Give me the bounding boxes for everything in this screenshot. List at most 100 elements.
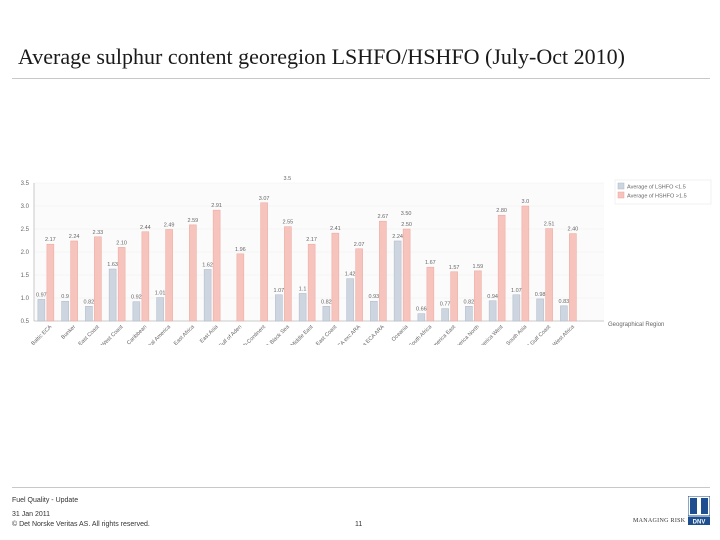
bar-hshfo bbox=[569, 233, 577, 322]
chart-legend: Average of LSHFO <1.5 Average of HSHFO >1… bbox=[614, 179, 712, 205]
value-label-lshfo: 0.94 bbox=[487, 294, 498, 300]
slide-title: Average sulphur content georegion LSHFO/… bbox=[18, 44, 625, 69]
y-tick-label: 2.0 bbox=[21, 250, 30, 256]
y-tick-label: 1.0 bbox=[21, 296, 30, 302]
value-label-hshfo: 2.91 bbox=[211, 203, 222, 209]
footer-date: 31 Jan 2011 bbox=[12, 511, 51, 518]
bar-chart: 0.5 1.0 1.5 2.0 2.5 3.0 3.5 0.97 2.17 0.9 2.24 0.8… bbox=[21, 176, 712, 345]
value-label-lshfo: 0.97 bbox=[36, 292, 47, 298]
dnv-logo: DNV bbox=[688, 496, 710, 526]
bar-lshfo bbox=[108, 268, 117, 322]
bar-lshfo bbox=[370, 300, 378, 322]
y-tick-label: 3.0 bbox=[21, 204, 30, 210]
bar-hshfo bbox=[189, 224, 197, 322]
category-label: West Africa bbox=[552, 324, 577, 345]
chart-bars bbox=[37, 202, 577, 322]
value-label-lshfo: 2.24 bbox=[392, 234, 403, 240]
chart-gridlines bbox=[34, 182, 604, 322]
category-label: Baltic ECA bbox=[30, 324, 53, 345]
bar-lshfo bbox=[322, 306, 331, 322]
category-label: Oceania bbox=[391, 324, 410, 343]
value-label-hshfo: 1.59 bbox=[473, 264, 484, 270]
legend-swatch-lshfo bbox=[617, 182, 625, 190]
bar-hshfo bbox=[165, 229, 173, 322]
bar-hshfo bbox=[212, 209, 221, 322]
y-tick-label: 0.5 bbox=[21, 319, 30, 325]
y-tick-label: 2.5 bbox=[21, 227, 30, 233]
bar-hshfo bbox=[497, 214, 506, 322]
bar-hshfo bbox=[402, 228, 411, 322]
value-label-hshfo: 2.67 bbox=[378, 214, 389, 220]
category-label: Caribbean bbox=[126, 324, 148, 345]
bar-hshfo bbox=[94, 236, 102, 322]
value-label-lshfo: 1.63 bbox=[107, 262, 118, 268]
footer-copyright: © Det Norske Veritas AS. All rights rese… bbox=[12, 521, 150, 528]
category-label: US Gulf Coast bbox=[523, 324, 552, 345]
value-label-hshfo: 1.67 bbox=[425, 260, 436, 266]
value-label-lshfo: 1.1 bbox=[299, 286, 307, 292]
bar-hshfo bbox=[141, 231, 150, 322]
value-label-lshfo: 0.66 bbox=[416, 307, 427, 313]
value-label-lshfo: 0.93 bbox=[369, 294, 380, 300]
value-label-hshfo: 2.41 bbox=[330, 226, 341, 232]
bar-lshfo bbox=[560, 305, 568, 322]
value-label-hshfo: 2.07 bbox=[354, 242, 365, 248]
bar-lshfo bbox=[61, 300, 69, 322]
value-label-lshfo: 0.82 bbox=[321, 299, 332, 305]
bar-hshfo bbox=[450, 271, 458, 322]
value-label-hshfo: 2.17 bbox=[306, 237, 317, 243]
value-label-lshfo: 1.01 bbox=[155, 291, 166, 297]
bar-hshfo bbox=[331, 232, 340, 322]
value-label-lshfo: 1.42 bbox=[345, 272, 356, 278]
bar-hshfo bbox=[70, 240, 78, 322]
bar-lshfo bbox=[488, 300, 497, 322]
legend-swatch-hshfo bbox=[617, 191, 625, 199]
bar-hshfo bbox=[307, 243, 316, 322]
value-label-hshfo: 2.49 bbox=[164, 222, 175, 228]
bar-lshfo bbox=[393, 240, 402, 322]
bar-lshfo bbox=[346, 278, 354, 322]
value-label-hshfo: 2.80 bbox=[496, 208, 507, 214]
standalone-value-label: 3.5 bbox=[284, 176, 292, 182]
footer-divider bbox=[12, 487, 710, 488]
value-label-lshfo: 0.92 bbox=[131, 295, 142, 301]
legend-box bbox=[614, 179, 712, 205]
value-label-lshfo: 0.83 bbox=[559, 299, 570, 305]
bar-hshfo bbox=[355, 248, 363, 322]
value-label-lshfo: 1.07 bbox=[511, 288, 522, 294]
legend-label-hshfo: Average of HSHFO >1.5 bbox=[627, 194, 687, 200]
chart-value-labels: 0.97 2.17 0.9 2.24 0.82 2.33 1.63 2.10 0.92 2.44 1… bbox=[36, 176, 578, 313]
logo-tagline: MANAGING RISK bbox=[633, 518, 686, 524]
bar-lshfo bbox=[465, 306, 473, 322]
standalone-value-label: 3.50 bbox=[401, 211, 412, 217]
value-label-hshfo: 3.07 bbox=[259, 196, 270, 202]
value-label-hshfo: 2.44 bbox=[140, 225, 151, 231]
category-label: East Africa bbox=[173, 324, 196, 345]
value-label-lshfo: 0.98 bbox=[535, 292, 546, 298]
value-label-lshfo: 0.77 bbox=[440, 302, 451, 308]
bar-lshfo bbox=[37, 299, 46, 322]
category-label: Gulf of Aden bbox=[218, 324, 244, 345]
value-label-lshfo: 1.62 bbox=[202, 262, 213, 268]
bar-lshfo bbox=[156, 297, 164, 322]
category-label: South Asia bbox=[505, 324, 529, 345]
footer-subject: Fuel Quality - Update bbox=[12, 497, 79, 504]
value-label-hshfo: 1.57 bbox=[449, 265, 460, 271]
value-label-lshfo: 1.07 bbox=[274, 288, 285, 294]
legend-label-lshfo: Average of LSHFO <1.5 bbox=[627, 185, 686, 191]
bar-lshfo bbox=[85, 306, 93, 322]
value-label-hshfo: 2.59 bbox=[188, 218, 199, 224]
category-label: South Africa bbox=[408, 324, 434, 345]
logo-text: DNV bbox=[693, 520, 706, 526]
value-label-hshfo: 2.10 bbox=[116, 240, 127, 246]
value-label-hshfo: 2.51 bbox=[544, 222, 555, 228]
value-label-hshfo: 2.50 bbox=[401, 222, 412, 228]
chart-axes: 0.5 1.0 1.5 2.0 2.5 3.0 3.5 bbox=[21, 181, 604, 325]
y-tick-label: 1.5 bbox=[21, 273, 30, 279]
bar-hshfo bbox=[284, 226, 292, 322]
bar-lshfo bbox=[512, 294, 521, 322]
bar-hshfo bbox=[46, 243, 55, 322]
category-label: Caribbean Sea East Coast bbox=[50, 324, 101, 345]
value-label-hshfo: 2.55 bbox=[283, 220, 294, 226]
